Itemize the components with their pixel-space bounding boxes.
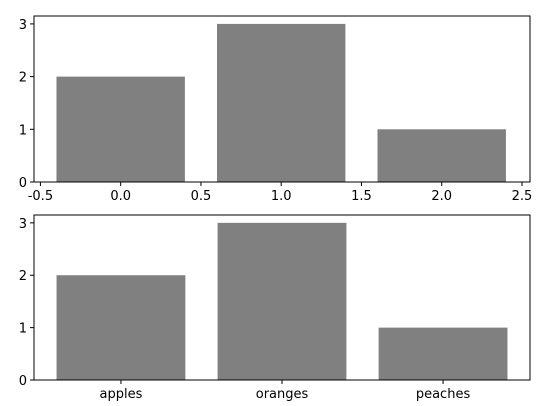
bar	[56, 76, 185, 182]
x-tick-label: 2.0	[431, 189, 452, 204]
y-tick-label: 2	[19, 269, 27, 284]
y-tick-label: 3	[19, 18, 27, 33]
x-tick-label: oranges	[256, 387, 309, 402]
bar	[217, 222, 347, 380]
x-tick-label: 0.0	[110, 189, 131, 204]
bar	[216, 23, 346, 183]
axes-frame	[33, 15, 531, 183]
bar	[377, 129, 506, 182]
axes-frame	[33, 214, 531, 381]
bar	[56, 275, 186, 380]
y-tick-label: 1	[19, 123, 27, 138]
y-tick-label: 2	[19, 71, 27, 86]
x-tick-label: 0.5	[191, 189, 212, 204]
y-tick-label: 0	[19, 374, 27, 389]
x-tick-label: -0.5	[28, 189, 53, 204]
x-tick-label: peaches	[416, 387, 471, 402]
x-tick-label: 2.5	[512, 189, 533, 204]
x-tick-label: 1.5	[351, 189, 372, 204]
x-tick-label: apples	[100, 387, 143, 402]
y-tick-label: 3	[19, 217, 27, 232]
y-tick-label: 0	[19, 176, 27, 191]
bar	[378, 327, 508, 380]
y-tick-label: 1	[19, 322, 27, 337]
x-tick-label: 1.0	[271, 189, 292, 204]
